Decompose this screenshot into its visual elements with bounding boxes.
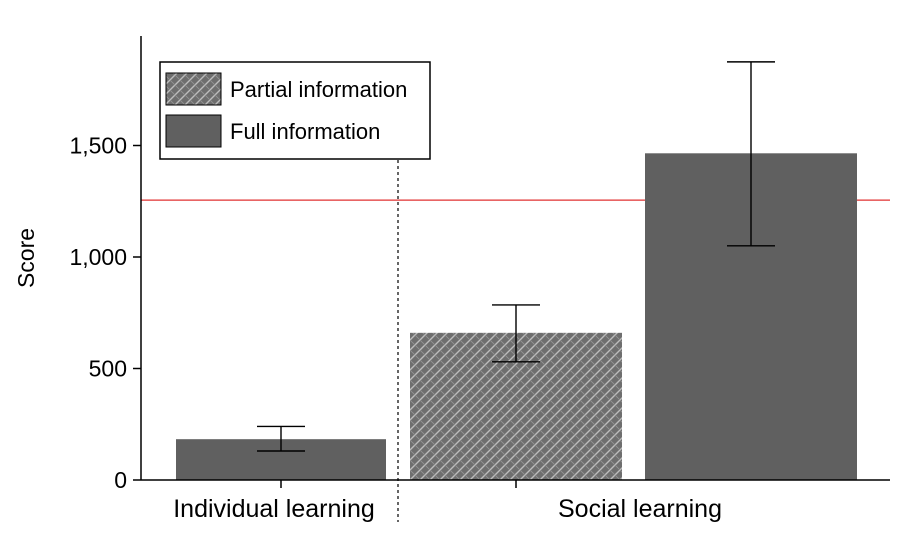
legend-label-full-information: Full information [230, 119, 380, 144]
y-tick-label-0: 0 [114, 467, 127, 493]
error-bar-social-learning-full-information [727, 61, 775, 247]
error-bar-social-learning-partial-information [492, 304, 540, 363]
x-category-label-individual-learning: Individual learning [173, 495, 375, 523]
legend-label-partial-information: Partial information [230, 77, 407, 102]
error-bar-individual-learning-full-information [257, 425, 305, 452]
y-tick-label-1500: 1,500 [69, 133, 127, 159]
legend-swatch-full-information [165, 114, 222, 148]
legend-swatch-partial-information [165, 72, 222, 106]
x-category-label-social-learning: Social learning [558, 495, 722, 523]
legend: Partial information Full information [159, 61, 431, 160]
y-tick-label-500: 500 [89, 356, 127, 382]
y-tick-label-1000: 1,000 [69, 244, 127, 270]
y-axis-label: Score [13, 228, 39, 288]
